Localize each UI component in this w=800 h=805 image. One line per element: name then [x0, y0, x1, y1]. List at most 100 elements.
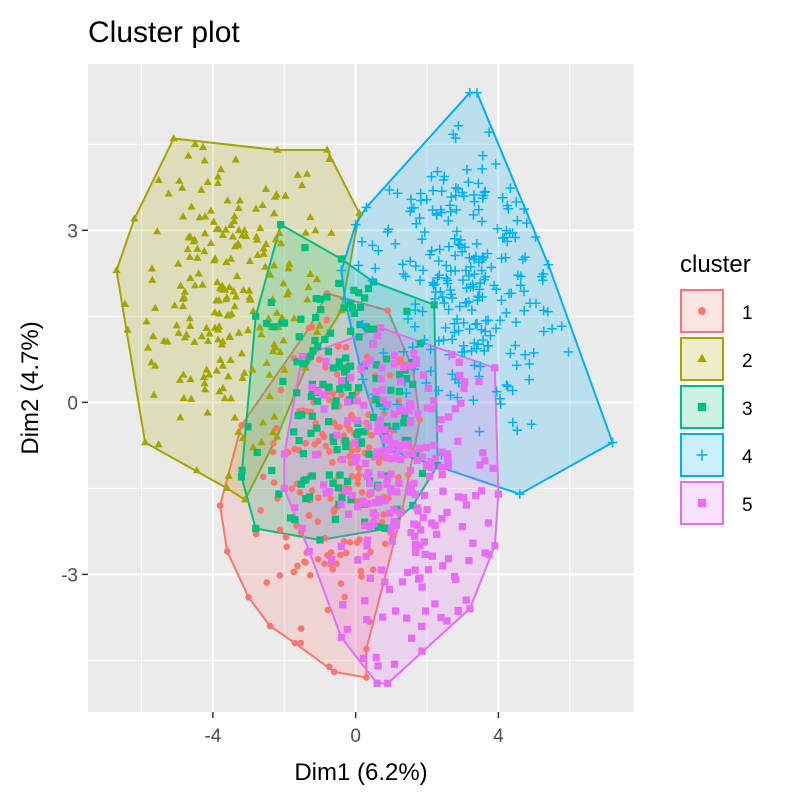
cluster-2-point: [212, 224, 221, 233]
cluster-5-points: [280, 324, 502, 687]
cluster-5-point: [344, 510, 353, 518]
cluster-4-point: [464, 271, 474, 281]
cluster-2-point: [209, 217, 218, 225]
cluster-3-point: [347, 327, 355, 335]
cluster-5-point: [353, 453, 361, 462]
y-tick-label: 3: [67, 221, 78, 242]
cluster-4-point: [473, 339, 483, 350]
cluster-3-point: [319, 380, 327, 389]
cluster-5-point: [396, 455, 405, 464]
cluster-5-point: [361, 521, 369, 529]
cluster-2-point: [248, 365, 257, 373]
cluster-4-point: [543, 259, 554, 270]
cluster-4-point: [434, 270, 445, 280]
cluster-4-point: [470, 319, 481, 330]
cluster-2-point: [130, 214, 139, 222]
cluster-3-point: [338, 380, 346, 389]
cluster-2-point: [304, 282, 313, 291]
cluster-2-point: [256, 223, 265, 232]
cluster-3-point: [263, 319, 271, 328]
cluster-2-point: [123, 325, 132, 333]
cluster-3-point: [335, 279, 343, 288]
cluster-2-point: [154, 175, 163, 184]
cluster-3-point: [277, 220, 285, 229]
cluster-2-point: [303, 295, 312, 303]
cluster-5-point: [396, 407, 405, 415]
cluster-5-point: [372, 388, 380, 396]
cluster-5-point: [390, 518, 398, 526]
cluster-2-point: [179, 393, 188, 402]
cluster-5-point: [444, 454, 452, 462]
cluster-5-point: [444, 462, 452, 470]
cluster-1-point: [329, 565, 337, 573]
cluster-5-point: [395, 479, 403, 488]
x-axis-label: Dim1 (6.2%): [294, 759, 427, 786]
cluster-4-point: [478, 335, 488, 345]
cluster-5-point: [475, 378, 483, 386]
cluster-3-point: [381, 524, 389, 532]
cluster-4-point: [353, 260, 364, 271]
cluster-2-point: [265, 391, 274, 400]
cluster-2-point: [216, 164, 225, 173]
cluster-4-point: [438, 335, 449, 345]
cluster-2-point: [201, 212, 210, 220]
cluster-5-point: [325, 488, 334, 496]
cluster-1-point: [315, 356, 323, 363]
cluster-1-point: [288, 485, 296, 492]
cluster-3-point: [341, 368, 349, 376]
cluster-4-point: [478, 150, 488, 161]
cluster-1-point: [326, 448, 333, 455]
cluster-2-point: [312, 274, 321, 283]
cluster-3-point: [295, 436, 303, 445]
cluster-2-point: [228, 232, 237, 240]
cluster-2-point: [261, 184, 270, 192]
cluster-4-point: [512, 425, 522, 436]
y-tick-label: -3: [61, 565, 78, 586]
cluster-4-point: [495, 399, 506, 409]
cluster-3-point: [395, 387, 404, 396]
cluster-1-point: [342, 343, 350, 351]
cluster-4-point: [497, 192, 508, 203]
cluster-2-point: [197, 331, 206, 340]
cluster-3-point: [341, 377, 350, 385]
cluster-3-point: [329, 438, 338, 446]
cluster-1-point: [223, 548, 231, 555]
cluster-3-point: [302, 356, 310, 364]
cluster-1-point: [395, 473, 402, 481]
cluster-3-point: [300, 360, 308, 368]
cluster-4-point: [397, 259, 408, 270]
cluster-4-point: [512, 215, 523, 226]
cluster-1-point: [269, 448, 277, 456]
cluster-2-point: [193, 244, 202, 252]
cluster-3-point: [369, 278, 378, 286]
cluster-2-point: [185, 314, 194, 322]
cluster-4-point: [367, 276, 378, 286]
cluster-5-point: [387, 441, 395, 449]
cluster-2-point: [268, 428, 277, 436]
cluster-2-point: [279, 279, 288, 287]
cluster-4-point: [524, 374, 535, 385]
cluster-2-point: [258, 200, 267, 209]
cluster-3-point: [307, 392, 315, 401]
cluster-2-point: [213, 277, 222, 286]
cluster-2-point: [164, 189, 173, 197]
cluster-4-point: [400, 271, 411, 282]
cluster-5-point: [420, 538, 428, 546]
cluster-3-point: [329, 364, 337, 372]
cluster-5-point: [423, 506, 431, 514]
cluster-4-point: [462, 164, 472, 175]
cluster-4-point: [458, 275, 468, 285]
legend-item-2: 2: [680, 337, 753, 381]
cluster-5-point: [418, 622, 426, 630]
cluster-points: [112, 87, 618, 687]
cluster-4-point: [519, 204, 529, 214]
cluster-3-point: [400, 419, 408, 427]
cluster-3-point: [329, 433, 337, 441]
cluster-3-point: [372, 374, 380, 383]
cluster-1-point: [290, 568, 298, 576]
cluster-5-point: [462, 501, 470, 509]
cluster-2-point: [187, 202, 196, 210]
cluster-5-point: [390, 360, 398, 368]
cluster-4-point: [429, 279, 440, 290]
cluster-5-point: [377, 324, 385, 332]
